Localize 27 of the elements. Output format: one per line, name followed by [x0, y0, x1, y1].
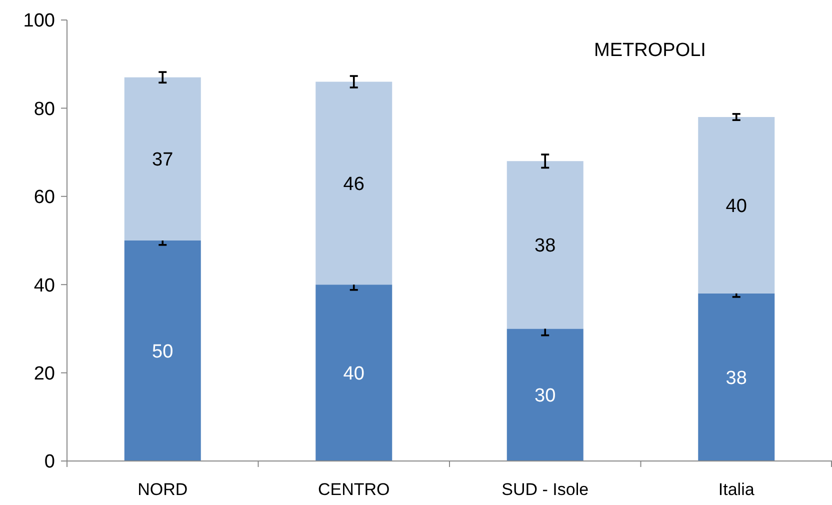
x-tick-label: SUD - Isole [502, 480, 589, 499]
data-label: 30 [534, 386, 556, 406]
bar [124, 240, 201, 461]
text: METROPOLI [594, 40, 706, 61]
data-label: 50 [152, 341, 174, 362]
x-tick-label: NORD [138, 480, 188, 499]
y-tick-label: 100 [23, 10, 55, 32]
bar [698, 117, 775, 294]
data-label: 38 [534, 236, 556, 257]
data-label: 40 [726, 196, 747, 217]
y-tick-label: 0 [44, 452, 55, 473]
y-tick-label: 40 [34, 275, 55, 296]
bar [124, 77, 201, 240]
x-tick-label: Italia [718, 480, 755, 499]
y-tick-label: 60 [34, 187, 55, 208]
data-label: 40 [343, 363, 364, 384]
bar [506, 161, 584, 329]
bar [506, 328, 584, 461]
bar [698, 293, 775, 461]
y-tick-label: 80 [34, 98, 55, 120]
data-label: 38 [726, 368, 747, 389]
y-tick-label: 20 [34, 363, 55, 384]
data-label: 46 [343, 174, 364, 195]
data-label: 37 [152, 150, 174, 171]
bar [316, 284, 392, 461]
bar [316, 82, 392, 285]
x-tick-label: CENTRO [318, 480, 390, 499]
